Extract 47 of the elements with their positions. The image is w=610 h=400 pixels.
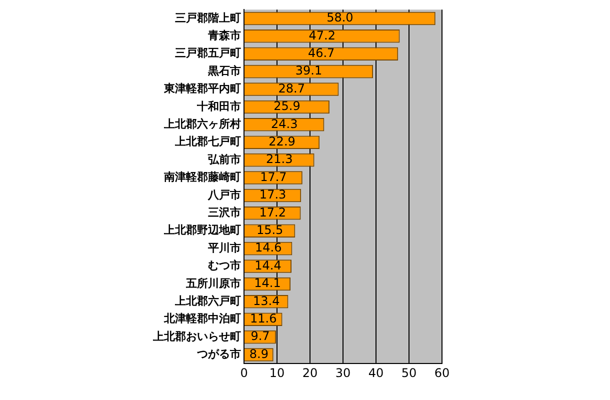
y-tick-label: 南津軽郡藤崎町 <box>163 170 241 184</box>
x-tick-label: 40 <box>368 366 384 380</box>
y-tick-label: 北津軽郡中泊町 <box>163 312 241 326</box>
y-tick-label: 上北郡おいらせ町 <box>152 330 241 343</box>
data-label: 9.7 <box>250 329 270 344</box>
data-label: 8.9 <box>249 346 268 361</box>
data-label: 13.4 <box>253 294 280 308</box>
data-label: 14.6 <box>254 240 282 255</box>
data-label: 24.3 <box>270 116 298 131</box>
data-label: 17.2 <box>259 205 286 220</box>
data-label: 46.7 <box>308 46 335 60</box>
y-tick-label: 三戸郡五戸町 <box>175 46 241 60</box>
y-tick-label: 三沢市 <box>208 206 241 220</box>
y-tick-label: 弘前市 <box>207 152 241 166</box>
data-label: 25.9 <box>274 99 300 114</box>
y-tick-label: 青森市 <box>207 29 241 42</box>
x-tick-label: 50 <box>401 366 417 380</box>
data-label: 28.7 <box>278 81 305 96</box>
data-label: 14.4 <box>254 258 282 272</box>
data-label: 21.3 <box>266 152 293 166</box>
y-tick-label: 平川市 <box>207 241 241 254</box>
x-tick-label: 30 <box>335 366 351 380</box>
data-label: 47.2 <box>308 28 336 42</box>
y-tick-label: 東津軽郡平内町 <box>163 82 241 96</box>
y-tick-label: 五所川原市 <box>185 276 241 290</box>
x-tick-label: 20 <box>302 366 318 380</box>
data-label: 17.7 <box>260 170 287 184</box>
data-label: 39.1 <box>295 64 322 78</box>
y-tick-label: 八戸市 <box>207 188 241 202</box>
y-tick-label: 黒石市 <box>207 64 241 78</box>
y-tick-label: 上北郡六ヶ所村 <box>163 118 241 131</box>
data-label: 58.0 <box>326 10 354 25</box>
y-tick-label: 上北郡六戸町 <box>174 294 241 308</box>
y-tick-label: むつ市 <box>208 259 241 272</box>
x-tick-label: 60 <box>434 366 450 380</box>
y-tick-label: 上北郡野辺地町 <box>163 224 241 237</box>
y-tick-label: つがる市 <box>196 348 241 361</box>
data-label: 14.1 <box>254 276 281 290</box>
y-tick-label: 上北郡七戸町 <box>174 135 241 148</box>
data-label: 22.9 <box>268 134 296 148</box>
y-tick-label: 十和田市 <box>196 100 241 113</box>
data-label: 17.3 <box>259 188 286 202</box>
y-tick-label: 三戸郡階上町 <box>175 11 241 24</box>
data-label: 15.5 <box>256 222 284 237</box>
x-tick-label: 10 <box>269 366 285 380</box>
x-tick-label: 0 <box>240 366 248 380</box>
data-label: 11.6 <box>250 311 277 326</box>
